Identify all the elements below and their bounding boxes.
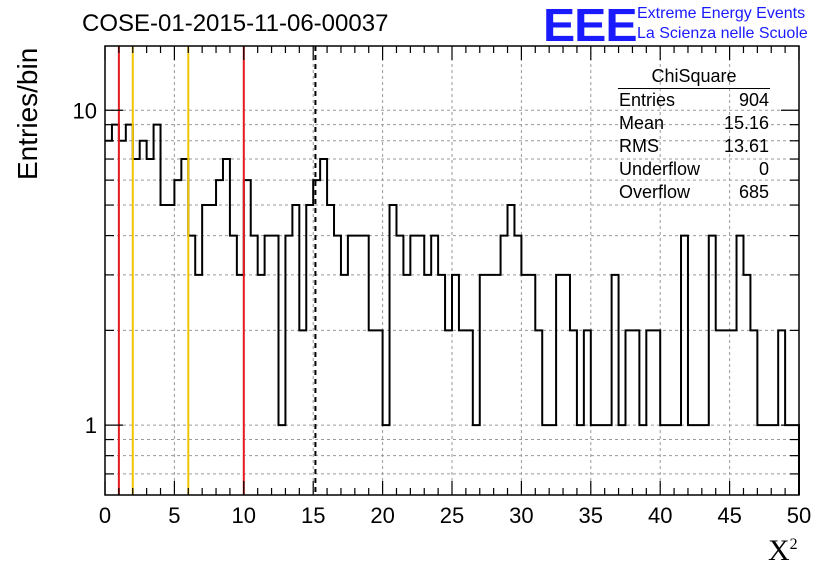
logo-line-2: La Scienza nelle Scuole	[637, 25, 808, 42]
x-axis-label-sup: 2	[789, 536, 798, 553]
stats-title: ChiSquare	[618, 65, 770, 89]
y-axis-label: Entries/bin	[12, 47, 43, 180]
stats-row-mean: Mean 15.16	[611, 112, 777, 135]
stats-label: Mean	[619, 113, 665, 133]
x-tick-label: 25	[440, 503, 464, 528]
x-tick-label: 10	[232, 503, 256, 528]
stats-row-entries: Entries 904	[611, 89, 777, 112]
stats-label: Overflow	[619, 182, 691, 202]
x-tick-label: 0	[99, 503, 111, 528]
x-tick-label: 5	[168, 503, 180, 528]
stats-value: 904	[738, 90, 769, 110]
x-tick-label: 40	[648, 503, 672, 528]
x-tick-label: 45	[717, 503, 741, 528]
x-axis-label: X2	[768, 534, 798, 568]
stats-row-rms: RMS 13.61	[611, 135, 777, 158]
histogram-series	[105, 123, 800, 495]
stats-label: RMS	[619, 136, 659, 156]
x-tick-label: 15	[301, 503, 325, 528]
stats-row-underflow: Underflow 0	[611, 158, 777, 181]
stats-label: Entries	[619, 90, 676, 110]
x-tick-label: 35	[579, 503, 603, 528]
stats-value: 685	[738, 182, 769, 202]
y-tick-label: 1	[85, 413, 97, 438]
logo-line-1: Extreme Energy Events	[637, 5, 806, 22]
eee-logo: EEE	[543, 0, 638, 51]
stats-label: Underflow	[619, 159, 701, 179]
stats-box: ChiSquare Entries 904 Mean 15.16 RMS 13.61 …	[611, 65, 777, 204]
x-tick-label: 30	[509, 503, 533, 528]
x-tick-label: 20	[370, 503, 394, 528]
chart-title: COSE-01-2015-11-06-00037	[82, 10, 389, 37]
y-tick-label: 10	[73, 98, 97, 123]
x-axis-label-base: X	[768, 534, 790, 567]
stats-value: 13.61	[723, 136, 769, 156]
x-tick-label: 50	[787, 503, 811, 528]
stats-value: 0	[758, 159, 769, 179]
stats-row-overflow: Overflow 685	[611, 181, 777, 204]
stats-value: 15.16	[723, 113, 769, 133]
